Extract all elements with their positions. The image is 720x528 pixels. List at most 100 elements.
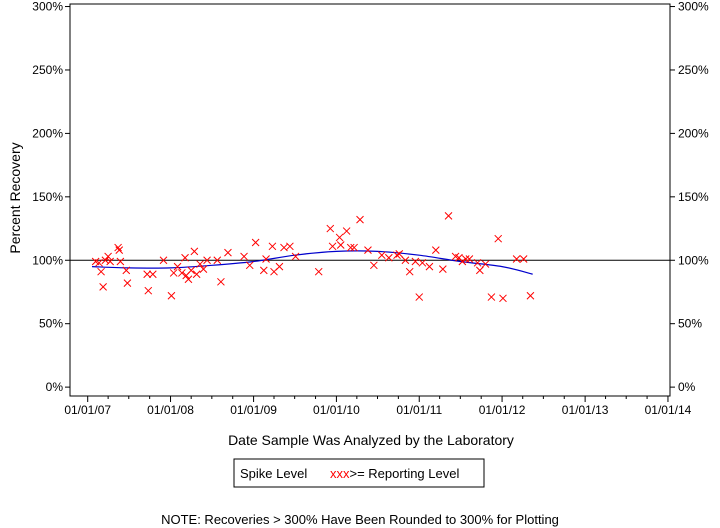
legend-item-spike-level: Spike Level <box>240 466 307 481</box>
data-point <box>291 252 300 261</box>
x-tick-label: 01/01/10 <box>313 403 360 417</box>
data-point <box>95 258 103 267</box>
y-tick-label-left: 250% <box>32 63 63 77</box>
x-tick-label: 01/01/07 <box>64 403 111 417</box>
data-point <box>190 247 199 256</box>
data-point <box>384 253 393 262</box>
data-point <box>512 255 521 263</box>
data-point <box>411 257 420 266</box>
data-point <box>178 269 186 277</box>
data-point <box>192 270 201 279</box>
data-point <box>326 224 335 233</box>
y-tick-label-left: 0% <box>46 380 64 394</box>
y-tick-label-left: 50% <box>39 317 63 331</box>
data-point <box>350 243 358 252</box>
data-point <box>280 243 288 252</box>
data-point <box>475 266 484 275</box>
y-tick-label-left: 150% <box>32 190 63 204</box>
data-point <box>123 279 132 287</box>
plot-note: NOTE: Recoveries > 300% Have Been Rounde… <box>161 512 559 527</box>
y-tick-label-left: 100% <box>32 253 63 267</box>
data-point <box>167 291 176 300</box>
data-point <box>415 293 424 301</box>
y-tick-label-right: 50% <box>678 317 702 331</box>
data-point <box>259 266 268 275</box>
data-point <box>114 243 122 252</box>
y-tick-label-right: 100% <box>678 253 709 267</box>
y-tick-label-right: 300% <box>678 0 709 14</box>
y-tick-label-right: 250% <box>678 63 709 77</box>
data-point <box>196 260 204 268</box>
data-point <box>251 238 260 247</box>
data-point <box>401 256 410 265</box>
x-tick-label: 01/01/11 <box>396 403 442 417</box>
data-point <box>431 246 440 254</box>
data-point <box>405 267 414 276</box>
legend-box <box>233 458 485 488</box>
data-point <box>187 266 196 275</box>
data-point <box>499 294 507 303</box>
data-point <box>116 257 125 266</box>
data-point <box>494 234 503 243</box>
data-point <box>487 293 496 301</box>
data-point <box>173 262 182 271</box>
data-point <box>346 243 355 252</box>
data-point <box>395 250 404 258</box>
data-point <box>425 262 434 271</box>
data-point <box>224 248 232 257</box>
data-point <box>159 256 168 265</box>
data-point <box>418 258 427 267</box>
legend-item-reporting-level: xxx>= Reporting Level <box>330 466 459 481</box>
data-point <box>106 257 115 266</box>
data-point <box>342 227 351 235</box>
y-tick-label-right: 200% <box>678 126 709 140</box>
y-tick-label-right: 150% <box>678 190 709 204</box>
data-point <box>335 233 344 242</box>
data-point <box>356 215 364 224</box>
x-axis-title: Date Sample Was Analyzed by the Laborato… <box>228 432 514 448</box>
y-tick-label-left: 200% <box>32 126 63 140</box>
y-axis-title: Percent Recovery <box>7 142 23 253</box>
data-point <box>99 283 107 291</box>
data-point <box>461 255 470 263</box>
data-point <box>465 255 474 263</box>
data-point <box>169 269 178 277</box>
data-point <box>473 258 482 267</box>
data-point <box>143 270 152 279</box>
data-point <box>286 242 294 251</box>
data-point <box>268 242 277 251</box>
plot-layer: 0% 0% 50% 50% 100% 100% 150% 150% 200% 200% 250% 25… <box>32 0 709 417</box>
y-tick-label-right: 0% <box>678 380 696 394</box>
data-point <box>458 257 467 266</box>
data-point <box>377 251 386 260</box>
trend-line <box>91 250 533 275</box>
legend: Spike Level xxx>= Reporting Level <box>233 458 485 488</box>
data-point <box>314 267 323 276</box>
x-tick-label: 01/01/13 <box>562 403 609 417</box>
data-point <box>262 255 270 263</box>
data-point <box>144 286 153 295</box>
plot-frame <box>69 3 671 397</box>
x-tick-label: 01/01/12 <box>479 403 526 417</box>
data-point <box>104 252 112 261</box>
x-tick-label: 01/01/08 <box>147 403 194 417</box>
data-point <box>481 260 490 268</box>
data-point <box>181 253 189 262</box>
data-point <box>444 212 453 220</box>
data-point <box>370 261 378 270</box>
x-tick-label: 01/01/14 <box>645 403 692 417</box>
data-point <box>328 242 337 251</box>
data-point <box>184 275 193 284</box>
data-point <box>199 265 208 273</box>
data-point <box>240 252 248 261</box>
data-point <box>364 246 372 254</box>
y-tick-label-left: 300% <box>32 0 63 14</box>
data-point <box>203 256 211 265</box>
data-point <box>122 266 131 275</box>
data-point <box>438 265 447 273</box>
data-point <box>245 261 254 270</box>
data-point <box>148 270 157 279</box>
data-point <box>213 256 222 265</box>
data-point <box>97 267 105 276</box>
